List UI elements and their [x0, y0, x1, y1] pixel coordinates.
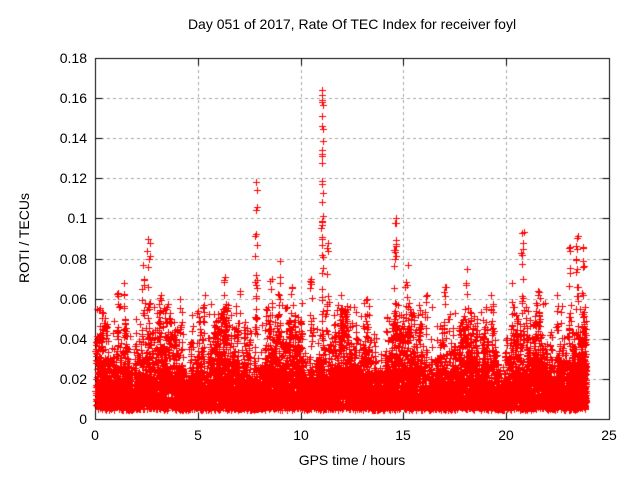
- y-tick-label: 0.06: [59, 291, 87, 307]
- y-tick-label: 0.18: [59, 50, 87, 66]
- y-tick-label: 0.08: [59, 251, 87, 267]
- y-tick-label: 0.16: [59, 90, 87, 106]
- y-tick-label: 0.02: [59, 371, 87, 387]
- y-axis-label: ROTI / TECUs: [16, 193, 32, 283]
- x-tick-label: 0: [91, 427, 99, 443]
- x-tick-label: 5: [194, 427, 202, 443]
- y-tick-label: 0: [79, 411, 87, 427]
- x-tick-label: 20: [498, 427, 514, 443]
- y-tick-label: 0.1: [67, 210, 87, 226]
- chart-title: Day 051 of 2017, Rate Of TEC Index for r…: [187, 16, 517, 32]
- x-tick-label: 15: [395, 427, 411, 443]
- x-tick-label: 10: [293, 427, 309, 443]
- y-tick-label: 0.12: [59, 170, 87, 186]
- x-tick-label: 25: [601, 427, 617, 443]
- y-tick-label: 0.04: [59, 331, 87, 347]
- x-axis-label: GPS time / hours: [298, 452, 406, 468]
- y-tick-label: 0.14: [59, 130, 87, 146]
